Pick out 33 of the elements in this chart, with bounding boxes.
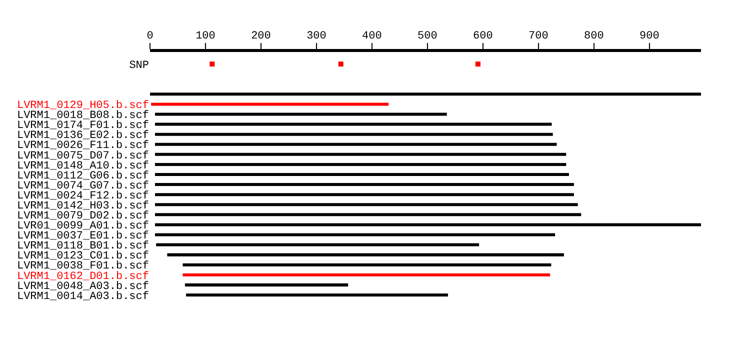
bar: [154, 172, 569, 176]
x-tick-label: 500: [418, 30, 438, 43]
bar: [182, 263, 552, 266]
y-tick-label: LVRM1_0014_A03.b.scf: [16, 290, 149, 303]
x-tick-label: 100: [196, 30, 216, 43]
bar: [186, 293, 448, 296]
x-tick-label: 800: [584, 30, 604, 43]
bar: [154, 233, 556, 236]
x-tick-label: 200: [251, 30, 271, 43]
bar: [154, 152, 566, 156]
bar: [154, 162, 566, 166]
bar: [151, 102, 389, 106]
bar: [154, 203, 578, 206]
x-tick-label: 300: [306, 30, 326, 43]
bar: [182, 273, 550, 276]
x-tick-label: 0: [146, 30, 154, 43]
y-tick-label: SNP: [129, 60, 150, 72]
bar: [154, 112, 447, 116]
x-tick-label: 400: [362, 30, 382, 43]
bar: [156, 243, 480, 246]
bar: [154, 142, 557, 146]
bar: [150, 92, 701, 96]
bar: [154, 213, 582, 216]
bar: [184, 283, 348, 286]
bar: [167, 253, 564, 256]
bar: [154, 193, 574, 196]
bar: [154, 183, 574, 186]
x-tick-label: 700: [528, 30, 548, 43]
bar: [154, 223, 701, 226]
bar: [154, 122, 552, 126]
x-tick-label: 600: [473, 30, 493, 43]
bar: [154, 132, 553, 136]
x-tick-label: 900: [639, 30, 660, 43]
